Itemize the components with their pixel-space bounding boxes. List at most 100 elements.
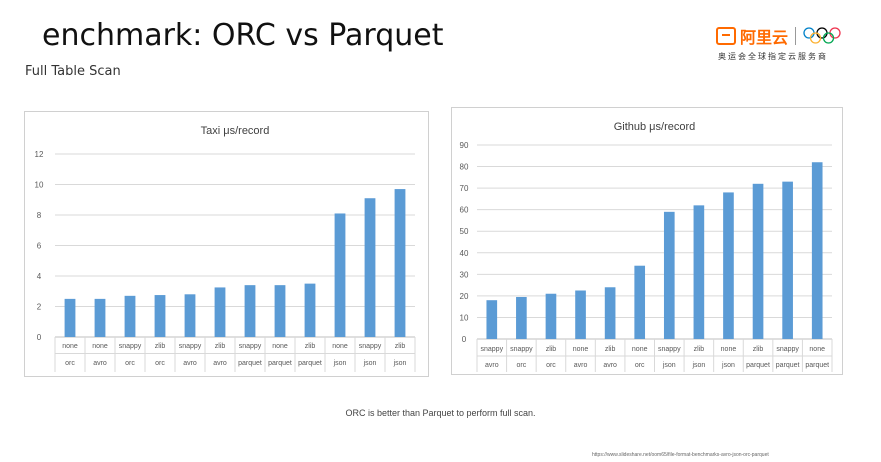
x-tick-format: avro [574,362,588,369]
x-tick-format: orc [635,362,645,369]
github-chart: Github μs/record 0 10 20 30 40 50 60 70 80 90 snapp… [451,107,843,375]
x-tick-format: avro [485,362,499,369]
y-tick-label: 70 [460,184,469,193]
x-tick-compression: none [62,343,78,350]
x-tick-format: json [393,360,407,367]
x-tick-format: parquet [776,362,800,369]
y-tick-label: 8 [37,211,42,220]
x-tick-compression: none [809,346,825,353]
bar [394,189,406,337]
x-tick-format: avro [93,360,107,367]
x-tick-format: orc [65,360,75,367]
bar [154,295,166,337]
x-tick-compression: zlib [395,343,406,350]
source-link[interactable]: https://www.slideshare.net/oom65/file-fo… [592,452,769,458]
bar [64,298,76,337]
x-tick-compression: zlib [546,346,557,353]
x-tick-compression: zlib [155,343,166,350]
chart-title: Taxi μs/record [201,125,270,137]
github-chart-svg: Github μs/record 0 10 20 30 40 50 60 70 80 90 snapp… [460,121,833,372]
bar [486,300,498,339]
slide-subtitle: Full Table Scan [25,64,121,79]
bar [752,183,764,339]
x-tick-format: avro [213,360,227,367]
slide-caption: ORC is better than Parquet to perform fu… [345,408,536,418]
y-tick-label: 60 [460,206,469,215]
olympic-rings-icon [803,27,841,44]
x-tick-compression: snappy [776,346,799,353]
bar [304,283,316,337]
bar [94,298,106,337]
taxi-chart-svg: Taxi μs/record 0 2 4 6 8 10 12 none orc none avro sn… [35,125,416,372]
x-tick-compression: snappy [239,343,262,350]
y-tick-label: 10 [35,181,44,190]
y-tick-label: 0 [462,335,467,344]
bar [334,213,346,337]
bar [214,287,226,337]
y-tick-label: 40 [460,249,469,258]
x-tick-format: orc [155,360,165,367]
bar [782,181,793,339]
x-tick-compression: snappy [179,343,202,350]
aliyun-mark-icon [716,27,736,45]
bar [184,294,196,337]
y-tick-label: 12 [35,150,44,159]
slide-title: enchmark: ORC vs Parquet [42,18,444,53]
x-tick-compression: none [632,346,648,353]
x-tick-format: parquet [268,360,292,367]
y-tick-label: 4 [37,272,42,281]
x-tick-compression: none [332,343,348,350]
x-tick-compression: zlib [605,346,616,353]
x-tick-compression: none [92,343,108,350]
bar [604,287,616,339]
y-tick-label: 90 [460,141,469,150]
logo-brand: 阿里云 [740,30,789,47]
y-tick-label: 20 [460,292,469,301]
y-tick-label: 50 [460,227,469,236]
x-tick-compression: zlib [305,343,316,350]
logo-tagline: 奥运会全球指定云服务商 [718,52,828,61]
x-tick-format: json [662,362,676,369]
bar [811,162,823,339]
logo-divider [795,27,797,45]
x-tick-compression: zlib [694,346,705,353]
bar [545,293,557,339]
x-tick-compression: snappy [119,343,142,350]
chart-title: Github μs/record [614,121,696,133]
bar [244,285,256,337]
bar [364,198,376,337]
x-tick-compression: snappy [658,346,681,353]
aliyun-logo: 阿里云 奥运会全球指定云服务商 [716,24,856,64]
x-tick-compression: zlib [215,343,226,350]
y-tick-label: 2 [37,303,42,312]
y-tick-label: 80 [460,163,469,172]
x-tick-compression: snappy [510,346,533,353]
taxi-chart: Taxi μs/record 0 2 4 6 8 10 12 none orc none avro sn… [24,111,429,377]
y-tick-label: 0 [37,333,42,342]
x-tick-compression: none [272,343,288,350]
x-tick-format: json [721,362,735,369]
x-tick-format: orc [546,362,556,369]
bar [634,265,646,339]
bar [693,205,705,339]
x-tick-compression: zlib [753,346,764,353]
x-tick-compression: snappy [359,343,382,350]
x-tick-format: json [691,362,705,369]
x-tick-format: parquet [746,362,770,369]
y-tick-label: 6 [37,242,42,251]
y-tick-label: 30 [460,270,469,279]
x-tick-format: json [363,360,377,367]
bar [663,211,675,339]
x-tick-format: parquet [298,360,322,367]
x-tick-format: avro [603,362,617,369]
bar [274,285,286,337]
x-tick-format: avro [183,360,197,367]
x-tick-compression: none [721,346,737,353]
y-tick-label: 10 [460,313,469,322]
bar [575,290,586,339]
x-tick-format: json [333,360,347,367]
bar [124,295,136,337]
bar [516,296,527,339]
x-tick-format: orc [517,362,527,369]
x-tick-compression: none [573,346,589,353]
